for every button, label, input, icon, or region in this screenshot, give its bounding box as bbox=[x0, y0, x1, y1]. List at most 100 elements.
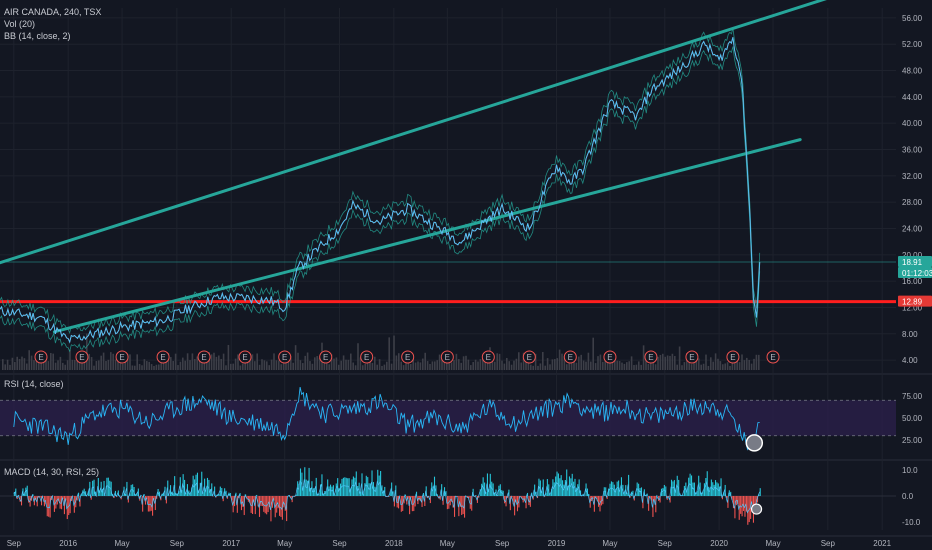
price-tick-label: 4.00 bbox=[902, 356, 918, 365]
volume-bar bbox=[734, 360, 736, 370]
volume-bar bbox=[614, 359, 616, 370]
macd-histogram-bar bbox=[410, 496, 412, 498]
earnings-marker-icon[interactable] bbox=[75, 350, 89, 364]
macd-histogram-bar bbox=[393, 496, 395, 507]
time-tick-label: Sep bbox=[821, 539, 836, 548]
macd-histogram-bar bbox=[205, 487, 207, 496]
earnings-marker-icon[interactable] bbox=[319, 350, 333, 364]
macd-histogram-bar bbox=[747, 496, 749, 525]
volume-bar bbox=[666, 355, 669, 370]
macd-histogram-bar bbox=[751, 496, 753, 506]
macd-histogram-bar bbox=[178, 491, 180, 496]
volume-bar bbox=[369, 358, 371, 370]
bollinger-indicator-label[interactable]: BB (14, close, 2) bbox=[4, 31, 71, 41]
macd-histogram-bar bbox=[550, 489, 553, 496]
volume-bar bbox=[105, 360, 107, 370]
volume-bar bbox=[340, 360, 342, 370]
earnings-marker-label: E bbox=[607, 353, 612, 362]
volume-bar bbox=[112, 353, 114, 370]
earnings-marker-icon[interactable] bbox=[360, 350, 374, 364]
earnings-marker-icon[interactable] bbox=[685, 350, 699, 364]
macd-histogram-bar bbox=[229, 492, 231, 496]
time-tick-label: 2021 bbox=[873, 539, 891, 548]
earnings-marker-icon[interactable] bbox=[563, 350, 577, 364]
macd-histogram-bar bbox=[32, 494, 34, 496]
earnings-marker-icon[interactable] bbox=[644, 350, 658, 364]
volume-bar bbox=[359, 357, 362, 370]
price-tick-label: 8.00 bbox=[902, 330, 918, 339]
volume-bar bbox=[153, 365, 155, 370]
earnings-marker-icon[interactable] bbox=[401, 350, 415, 364]
volume-bar bbox=[254, 361, 256, 370]
volume-bar bbox=[635, 364, 638, 370]
macd-histogram-bar bbox=[341, 478, 343, 496]
earnings-marker-label: E bbox=[730, 353, 735, 362]
macd-histogram-bar bbox=[415, 491, 418, 496]
macd-histogram-bar bbox=[498, 485, 500, 496]
volume-bar bbox=[479, 359, 482, 370]
volume-bar bbox=[714, 353, 717, 370]
earnings-marker-icon[interactable] bbox=[278, 350, 292, 364]
volume-bar bbox=[184, 360, 186, 370]
volume-indicator-label[interactable]: Vol (20) bbox=[4, 19, 36, 29]
earnings-marker-icon[interactable] bbox=[440, 350, 454, 364]
volume-bar bbox=[707, 365, 710, 370]
macd-histogram-bar bbox=[48, 496, 50, 517]
macd-histogram-bar bbox=[472, 488, 474, 496]
volume-bar bbox=[66, 360, 69, 370]
macd-histogram-bar bbox=[298, 483, 300, 496]
macd-histogram-bar bbox=[518, 496, 520, 508]
volume-bar bbox=[508, 361, 510, 370]
macd-histogram-bar bbox=[243, 496, 245, 516]
macd-histogram-bar bbox=[291, 496, 293, 503]
macd-histogram-bar bbox=[209, 489, 211, 496]
earnings-marker-icon[interactable] bbox=[766, 350, 780, 364]
volume-bar bbox=[604, 355, 606, 370]
trendline-upper[interactable] bbox=[0, 0, 828, 265]
volume-bar bbox=[743, 360, 746, 370]
volume-bar bbox=[609, 357, 611, 370]
volume-bar bbox=[35, 356, 38, 370]
volume-bar bbox=[582, 360, 585, 370]
earnings-marker-icon[interactable] bbox=[238, 350, 252, 364]
volume-bar bbox=[510, 364, 513, 370]
horizontal-lines[interactable] bbox=[0, 261, 896, 304]
macd-histogram-bar bbox=[511, 496, 513, 498]
macd-histogram-bar bbox=[68, 496, 70, 516]
earnings-marker-icon[interactable] bbox=[115, 350, 129, 364]
volume-bar bbox=[285, 358, 287, 370]
trendlines[interactable] bbox=[0, 0, 828, 334]
macd-histogram-bar bbox=[622, 484, 624, 496]
earnings-marker-icon[interactable] bbox=[481, 350, 495, 364]
macd-histogram-bar bbox=[544, 496, 546, 497]
macd-histogram-bar bbox=[442, 496, 444, 505]
volume-bar bbox=[501, 360, 503, 370]
volume-bar bbox=[683, 362, 686, 370]
rsi-tick-label: 25.00 bbox=[902, 436, 923, 445]
price-axis[interactable]: 56.00 52.00 48.00 44.00 40.00 36.00 32.00 28.00… bbox=[902, 14, 923, 527]
time-tick-label: May bbox=[765, 539, 780, 548]
earnings-marker-label: E bbox=[242, 353, 247, 362]
macd-histogram-bar bbox=[94, 491, 97, 496]
earnings-marker-icon[interactable] bbox=[197, 350, 211, 364]
earnings-marker-icon[interactable] bbox=[34, 350, 48, 364]
volume-bar bbox=[210, 354, 213, 370]
macd-indicator-label[interactable]: MACD (14, 30, RSI, 25) bbox=[4, 467, 100, 477]
earnings-marker-icon[interactable] bbox=[156, 350, 170, 364]
rsi-indicator-label[interactable]: RSI (14, close) bbox=[4, 379, 64, 389]
macd-histogram-bar bbox=[689, 473, 691, 496]
volume-bar bbox=[179, 361, 182, 370]
macd-histogram-bar bbox=[150, 496, 152, 511]
earnings-marker-icon[interactable] bbox=[603, 350, 617, 364]
earnings-marker-icon[interactable] bbox=[726, 350, 740, 364]
macd-histogram-bar bbox=[492, 483, 494, 496]
time-axis[interactable]: Sep 2016 May Sep 2017 May Sep 2018 May Sep 2019 May… bbox=[7, 539, 892, 548]
symbol-title[interactable]: AIR CANADA, 240, TSX bbox=[4, 7, 102, 17]
volume-bar bbox=[426, 361, 429, 370]
earnings-marker-icon[interactable] bbox=[522, 350, 536, 364]
macd-histogram-bar bbox=[309, 487, 312, 496]
macd-histogram-bar bbox=[446, 496, 448, 510]
macd-histogram-bar bbox=[542, 479, 544, 496]
